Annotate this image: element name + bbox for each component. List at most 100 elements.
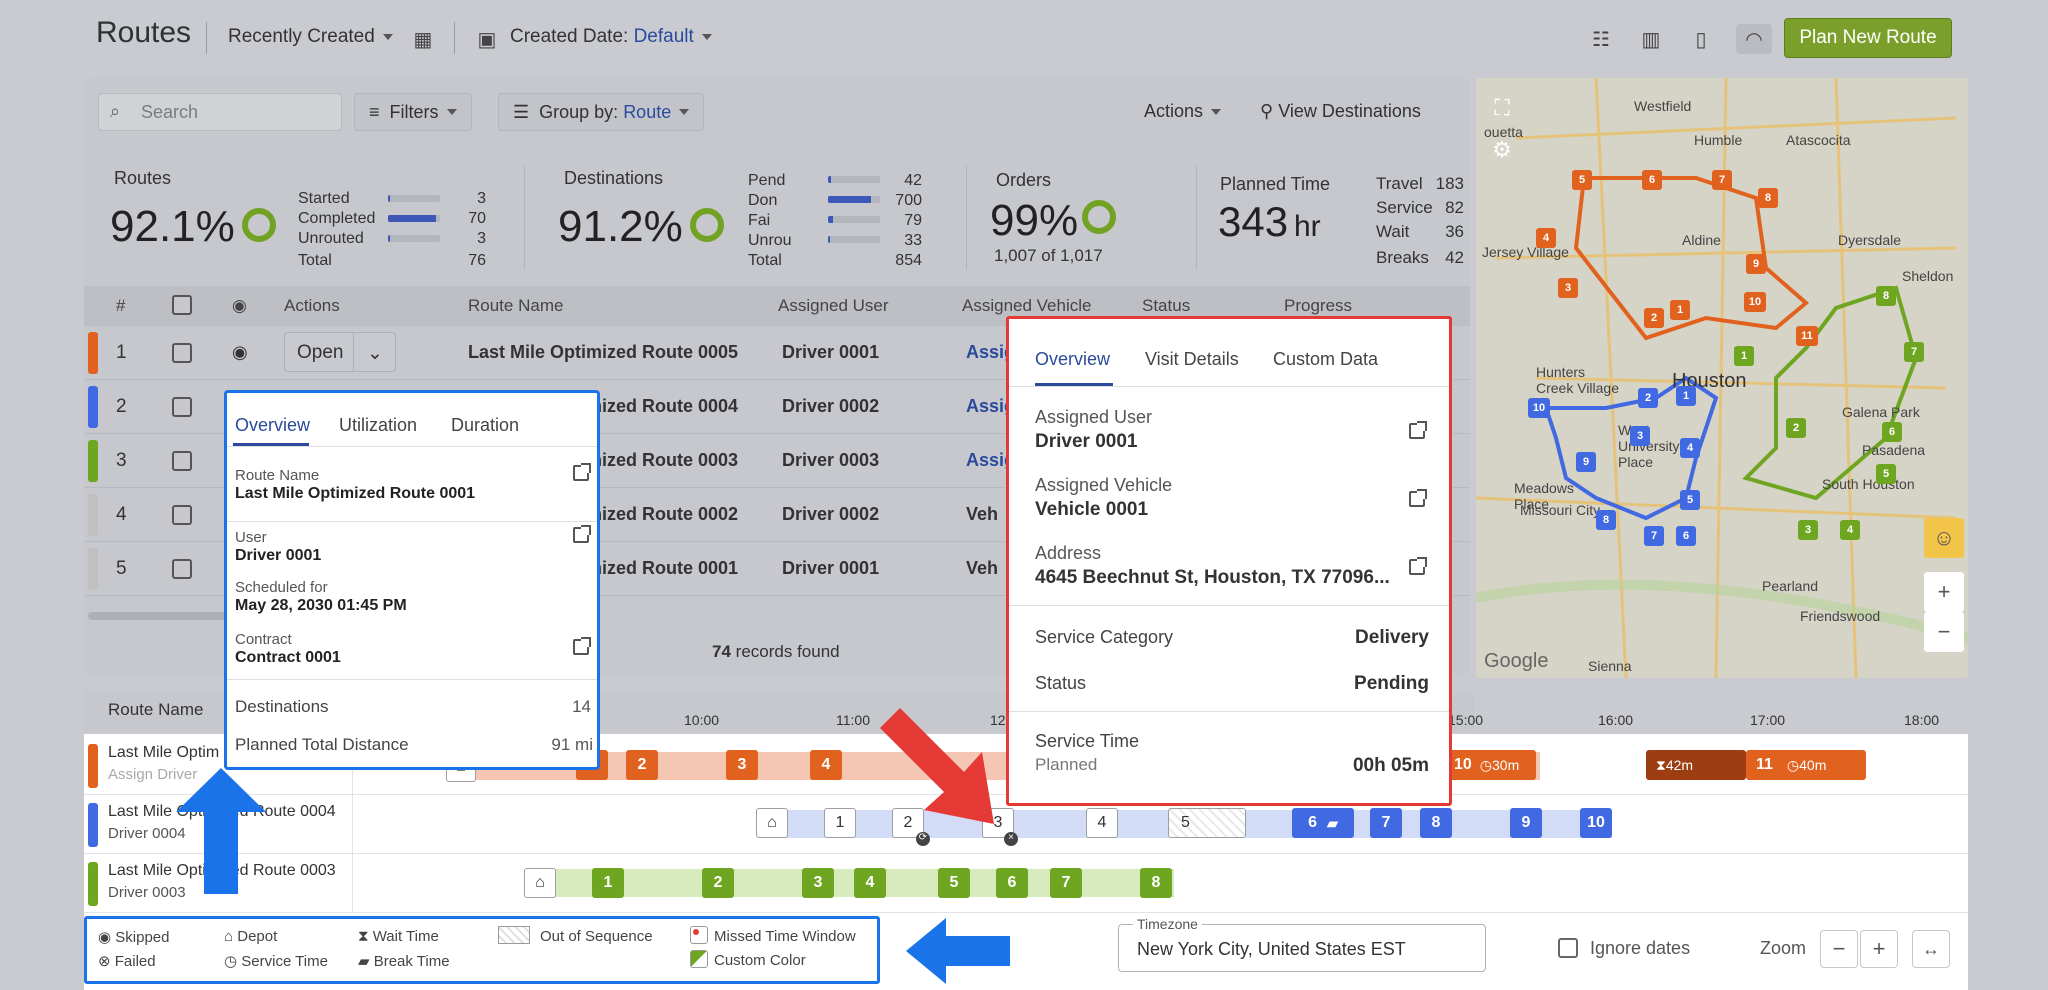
map-marker[interactable]: 11 — [1796, 326, 1818, 346]
map-marker[interactable]: 7 — [1904, 342, 1924, 362]
out-of-sequence-stop[interactable]: 5 — [1168, 808, 1246, 838]
search-input[interactable]: Search — [98, 93, 342, 131]
row-checkbox[interactable] — [172, 505, 192, 525]
tab-overview[interactable]: Overview — [235, 415, 311, 435]
external-link-icon[interactable] — [1409, 421, 1427, 439]
map-marker[interactable]: 2 — [1638, 388, 1658, 408]
plan-new-route-button[interactable]: Plan New Route — [1784, 18, 1952, 58]
stop-marker[interactable]: 2 — [892, 808, 924, 838]
stop-marker[interactable]: 2 — [702, 868, 734, 898]
col-assigned-user[interactable]: Assigned User — [778, 296, 889, 315]
map-marker[interactable]: 6 — [1882, 422, 1902, 442]
stop-marker[interactable]: 10 — [1580, 808, 1612, 838]
external-link-icon[interactable] — [573, 463, 591, 481]
map-marker[interactable]: 4 — [1840, 520, 1860, 540]
map-marker[interactable]: 5 — [1876, 464, 1896, 484]
stop-marker[interactable]: 9 — [1510, 808, 1542, 838]
map-marker[interactable]: 4 — [1680, 438, 1700, 458]
map-zoom-out-button[interactable]: − — [1924, 612, 1964, 652]
gauge-icon[interactable]: ◠ — [1736, 24, 1772, 54]
assigned-vehicle[interactable]: Assig — [966, 450, 1016, 470]
zoom-in-button[interactable]: + — [1860, 930, 1898, 968]
ignore-dates-checkbox[interactable] — [1558, 938, 1578, 958]
assigned-vehicle[interactable]: Veh — [966, 558, 999, 578]
map-zoom-in-button[interactable]: + — [1924, 572, 1964, 612]
date-filter-dropdown[interactable]: Created Date: Default — [510, 26, 712, 48]
lane-driver[interactable]: Driver 0004 — [108, 825, 186, 842]
route-name[interactable]: Last Mile Optimized Route 0005 — [468, 342, 739, 362]
map-marker[interactable]: 3 — [1558, 278, 1578, 298]
map-marker[interactable]: 5 — [1680, 490, 1700, 510]
stop-marker[interactable]: 10 ◷ 30m — [1446, 750, 1536, 780]
fit-width-button[interactable]: ↔ — [1912, 930, 1950, 968]
external-link-icon[interactable] — [573, 525, 591, 543]
assigned-vehicle[interactable]: Veh — [966, 504, 999, 524]
stop-marker[interactable]: 1 — [592, 868, 624, 898]
filters-button[interactable]: ≡ Filters — [354, 93, 472, 131]
tab-visit-details[interactable]: Visit Details — [1145, 349, 1239, 369]
horizontal-scrollbar[interactable] — [88, 612, 238, 620]
select-all-checkbox[interactable] — [172, 295, 192, 315]
external-link-icon[interactable] — [573, 637, 591, 655]
map-marker[interactable]: 8 — [1758, 188, 1778, 208]
col-status[interactable]: Status — [1142, 296, 1191, 315]
lane-route-name[interactable]: Last Mile Optim — [108, 744, 220, 761]
chevron-down-icon[interactable]: ⌄ — [367, 343, 383, 364]
actions-menu[interactable]: Actions — [1144, 101, 1222, 122]
stop-marker[interactable]: 7 — [1370, 808, 1402, 838]
stop-marker[interactable]: 8 — [1420, 808, 1452, 838]
stop-marker[interactable]: 11 ◷ 40m — [1746, 750, 1866, 780]
stop-marker[interactable]: 4 — [810, 750, 842, 780]
route-map[interactable]: ⛶ ⚙ ☺ + − Westfield Humble Atascocita ou… — [1476, 78, 1968, 678]
map-marker[interactable]: 6 — [1676, 526, 1696, 546]
stop-marker[interactable]: 1 — [824, 808, 856, 838]
external-link-icon[interactable] — [1409, 557, 1427, 575]
tab-utilization[interactable]: Utilization — [339, 415, 418, 435]
row-checkbox[interactable] — [172, 343, 192, 363]
tab-overview[interactable]: Overview — [1035, 349, 1111, 369]
view-destinations-button[interactable]: ⚲ View Destinations — [1260, 101, 1421, 122]
map-settings-icon[interactable]: ⚙ — [1492, 137, 1512, 162]
map-marker[interactable]: 1 — [1734, 346, 1754, 366]
lane-driver[interactable]: Assign Driver — [108, 766, 198, 783]
row-checkbox[interactable] — [172, 451, 192, 471]
map-marker[interactable]: 1 — [1670, 300, 1690, 320]
stop-marker[interactable]: 3 — [802, 868, 834, 898]
visibility-icon[interactable]: ◉ — [232, 296, 247, 315]
map-marker[interactable]: 10 — [1528, 398, 1550, 418]
stop-marker[interactable]: 4 — [1086, 808, 1118, 838]
tab-duration[interactable]: Duration — [451, 415, 520, 435]
sort-dropdown[interactable]: Recently Created — [228, 26, 393, 48]
assigned-vehicle[interactable]: Assig — [966, 342, 1016, 362]
stop-marker[interactable]: 4 — [854, 868, 886, 898]
tab-custom-data[interactable]: Custom Data — [1273, 349, 1379, 369]
group-by-button[interactable]: ☰ Group by: Route — [498, 93, 705, 131]
stop-marker[interactable]: 5 — [938, 868, 970, 898]
map-marker[interactable]: 8 — [1876, 286, 1896, 306]
zoom-out-button[interactable]: − — [1820, 930, 1858, 968]
map-marker[interactable]: 9 — [1746, 254, 1766, 274]
open-button[interactable]: Open ⌄ — [284, 332, 396, 372]
map-marker[interactable]: 9 — [1576, 452, 1596, 472]
map-marker[interactable]: 2 — [1644, 308, 1664, 328]
row-checkbox[interactable] — [172, 559, 192, 579]
map-marker[interactable]: 6 — [1642, 170, 1662, 190]
stop-marker[interactable]: 6 ▰ — [1292, 808, 1354, 838]
map-marker[interactable]: 5 — [1572, 170, 1592, 190]
fullscreen-icon[interactable]: ⛶ — [1494, 95, 1510, 120]
street-view-icon[interactable]: ☺ — [1924, 518, 1964, 558]
layout-icon[interactable]: ☷ — [1592, 28, 1610, 51]
table-row[interactable]: 1 ◉ Open ⌄ Last Mile Optimized Route 0005… — [84, 326, 1470, 380]
timezone-field[interactable]: Timezone New York City, United States ES… — [1118, 916, 1486, 972]
row-checkbox[interactable] — [172, 397, 192, 417]
map-marker[interactable]: 7 — [1712, 170, 1732, 190]
depot-stop[interactable]: ⌂ — [524, 868, 556, 898]
map-marker[interactable]: 3 — [1630, 426, 1650, 446]
col-progress[interactable]: Progress — [1284, 296, 1353, 315]
lane-driver[interactable]: Driver 0003 — [108, 884, 186, 901]
stop-marker[interactable]: 7 — [1050, 868, 1082, 898]
panel-icon[interactable]: ▯ — [1695, 28, 1707, 51]
stop-marker[interactable]: 3 — [726, 750, 758, 780]
map-marker[interactable]: 7 — [1644, 526, 1664, 546]
col-assigned-vehicle[interactable]: Assigned Vehicle — [962, 296, 1092, 315]
